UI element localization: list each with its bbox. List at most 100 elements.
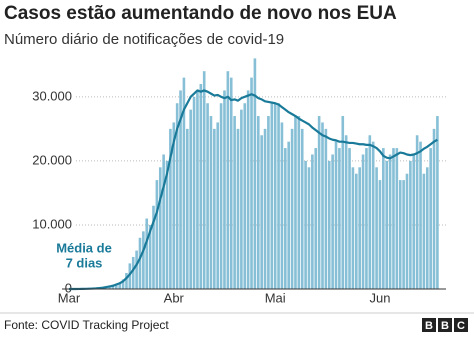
bar xyxy=(280,122,284,289)
bar xyxy=(202,71,206,289)
y-tick-label: 20.000 xyxy=(32,152,72,167)
x-tick-label: Jun xyxy=(369,290,390,305)
bar xyxy=(145,218,149,289)
bar xyxy=(135,250,138,289)
bar xyxy=(216,122,220,289)
bar xyxy=(327,160,331,289)
bar xyxy=(331,154,334,289)
y-tick-label: 0 xyxy=(65,280,72,295)
bar xyxy=(115,283,118,289)
bar xyxy=(138,237,142,289)
bar xyxy=(361,154,365,289)
bar xyxy=(307,167,311,289)
bar xyxy=(209,116,213,290)
bar xyxy=(270,103,274,289)
bar xyxy=(226,71,230,289)
bar xyxy=(402,180,405,289)
bar xyxy=(429,148,432,289)
chart-subtitle: Número diário de notificações de covid-1… xyxy=(4,31,284,48)
bar xyxy=(314,148,318,289)
bar xyxy=(358,167,361,289)
bar xyxy=(425,167,429,289)
bar xyxy=(229,77,233,290)
bar xyxy=(287,141,290,289)
bar xyxy=(277,103,280,289)
bar xyxy=(419,141,422,289)
bar xyxy=(125,272,128,289)
bar xyxy=(338,148,341,289)
logo: B B C xyxy=(422,318,468,332)
bar xyxy=(284,148,287,289)
bar xyxy=(382,148,385,289)
bar xyxy=(243,103,247,289)
chart-title: Casos estão aumentando de novo nos EUA xyxy=(4,3,397,24)
bar xyxy=(341,116,345,290)
annotation: 7 dias xyxy=(66,255,103,270)
bar xyxy=(436,116,439,290)
bar xyxy=(152,205,155,289)
bar xyxy=(233,116,236,290)
bar xyxy=(395,148,399,289)
bar xyxy=(409,160,412,289)
bar xyxy=(196,90,199,289)
bar xyxy=(300,128,304,289)
bar xyxy=(378,180,382,289)
bar xyxy=(324,128,328,289)
bar xyxy=(294,116,297,290)
bar xyxy=(121,279,125,289)
bar xyxy=(199,84,203,289)
bar xyxy=(334,141,338,289)
bar xyxy=(158,167,162,289)
logo-box xyxy=(454,318,468,332)
y-tick-label: 10.000 xyxy=(32,216,72,231)
y-tick-label: 30.000 xyxy=(32,88,72,103)
bar xyxy=(250,77,253,290)
source: Fonte: COVID Tracking Project xyxy=(4,318,169,332)
logo-letter: B xyxy=(425,320,433,332)
plot-area: 0 10.000 20.000 30.000 Mar Abr Mai Jun xyxy=(32,58,446,305)
bar xyxy=(311,154,314,289)
bar xyxy=(192,96,196,290)
bar xyxy=(246,90,250,289)
bar xyxy=(131,256,135,289)
bar xyxy=(392,148,395,289)
bar xyxy=(365,148,368,289)
bar xyxy=(240,109,243,289)
x-tick-label: Mar xyxy=(58,290,81,305)
bar xyxy=(219,103,223,289)
bar xyxy=(186,128,189,289)
bar xyxy=(304,160,307,289)
bar xyxy=(206,103,209,289)
logo-box xyxy=(438,318,452,332)
bar xyxy=(253,58,257,289)
bar xyxy=(213,128,216,289)
bar xyxy=(179,90,182,289)
x-tick-label: Abr xyxy=(164,290,185,305)
bar xyxy=(263,128,267,289)
bar xyxy=(142,231,145,289)
bar xyxy=(175,103,179,289)
average-line xyxy=(69,89,438,291)
bar xyxy=(355,173,358,289)
bar xyxy=(260,135,263,289)
bar xyxy=(162,154,165,289)
bar xyxy=(321,122,324,289)
bar xyxy=(223,90,226,289)
bar xyxy=(128,263,132,289)
bar xyxy=(236,128,240,289)
bar xyxy=(148,224,152,289)
bar xyxy=(118,282,121,289)
bar xyxy=(182,77,186,290)
bar xyxy=(422,173,426,289)
bar xyxy=(317,116,321,290)
logo-letter: C xyxy=(457,320,465,332)
bar xyxy=(267,116,270,290)
bar xyxy=(415,135,419,289)
bar xyxy=(371,141,375,289)
bar xyxy=(405,173,409,289)
bar xyxy=(388,154,392,289)
logo-letter: B xyxy=(441,320,449,332)
bar xyxy=(368,135,372,289)
logo-box xyxy=(422,318,436,332)
